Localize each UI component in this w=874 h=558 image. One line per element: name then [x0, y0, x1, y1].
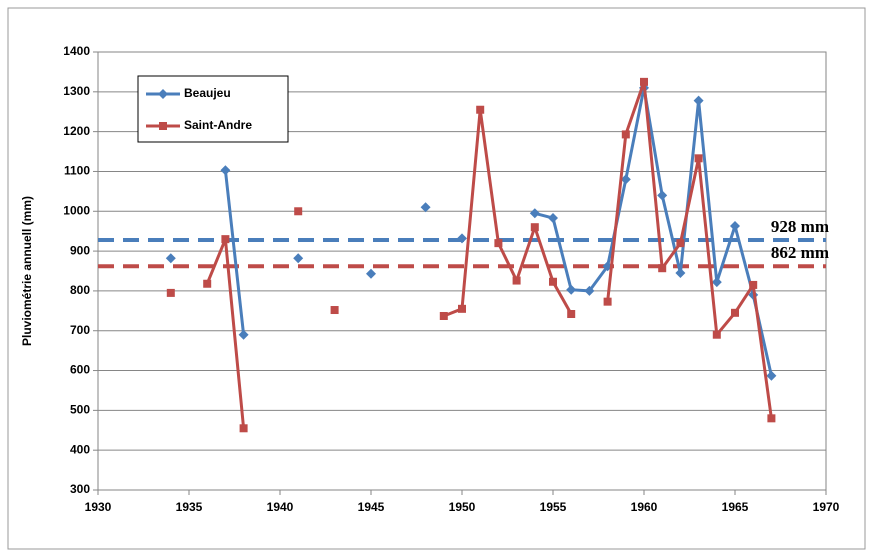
data-point	[238, 329, 249, 340]
data-point	[494, 239, 503, 248]
data-point	[159, 122, 167, 130]
data-point	[640, 77, 648, 86]
data-point	[294, 207, 303, 216]
data-point	[766, 370, 777, 381]
data-point	[711, 277, 722, 288]
data-point	[220, 165, 231, 176]
y-tick-label: 400	[70, 442, 90, 456]
data-point	[548, 213, 558, 224]
y-axis-label: Pluviométrie annuell (mm)	[20, 196, 34, 346]
legend-label: Saint-Andre	[184, 118, 252, 132]
data-point	[620, 174, 631, 185]
y-tick-label: 1200	[63, 124, 90, 138]
x-tick-label: 1935	[176, 500, 203, 514]
y-tick-label: 1000	[63, 203, 90, 217]
y-tick-label: 600	[70, 363, 90, 377]
data-point	[221, 235, 230, 244]
data-point	[730, 221, 740, 232]
y-tick-label: 1100	[64, 164, 90, 178]
data-point	[158, 89, 168, 99]
data-point	[658, 264, 667, 273]
y-tick-label: 300	[70, 482, 90, 496]
chart-frame	[7, 7, 866, 550]
data-point	[165, 253, 176, 264]
x-tick-label: 1930	[85, 500, 112, 514]
data-point	[476, 105, 485, 114]
data-point	[675, 267, 686, 278]
data-point	[731, 308, 739, 317]
y-tick-label: 700	[70, 323, 90, 337]
y-tick-label: 1400	[63, 44, 90, 58]
data-point	[439, 311, 448, 320]
x-tick-label: 1960	[631, 500, 658, 514]
data-point	[767, 414, 776, 423]
data-point	[239, 424, 248, 433]
x-tick-label: 1945	[358, 500, 385, 514]
data-point	[566, 284, 577, 295]
y-tick-label: 500	[70, 403, 90, 417]
x-tick-label: 1965	[722, 500, 749, 514]
legend-label: Beaujeu	[184, 86, 231, 100]
data-point	[529, 208, 540, 219]
mean-label: 928 mm	[771, 217, 829, 236]
data-point	[530, 223, 539, 232]
data-point	[657, 190, 668, 201]
data-point	[749, 280, 758, 289]
data-point	[621, 130, 630, 139]
x-tick-label: 1940	[267, 500, 294, 514]
data-point	[293, 253, 304, 264]
data-point	[694, 154, 703, 163]
data-point	[330, 306, 339, 315]
y-tick-label: 1300	[63, 84, 90, 98]
legend-box	[137, 75, 289, 143]
x-tick-label: 1955	[540, 500, 567, 514]
data-point	[458, 304, 466, 313]
data-point	[203, 279, 212, 288]
plot-area	[97, 51, 827, 491]
data-point	[457, 233, 467, 244]
data-point	[676, 239, 685, 248]
legend: Beaujeu Saint-Andre	[137, 75, 289, 143]
data-point	[512, 276, 521, 285]
x-tick-label: 1970	[813, 500, 840, 514]
y-tick-label: 900	[70, 243, 90, 257]
data-point	[166, 288, 175, 297]
y-tick-label: 800	[70, 283, 90, 297]
data-point	[366, 268, 376, 279]
data-point	[567, 310, 576, 319]
data-point	[420, 202, 431, 213]
data-point	[584, 285, 595, 296]
mean-label: 862 mm	[771, 243, 829, 262]
data-point	[712, 330, 721, 339]
data-point	[693, 95, 704, 106]
data-point	[603, 297, 612, 306]
x-tick-label: 1950	[449, 500, 476, 514]
data-point	[549, 277, 557, 286]
